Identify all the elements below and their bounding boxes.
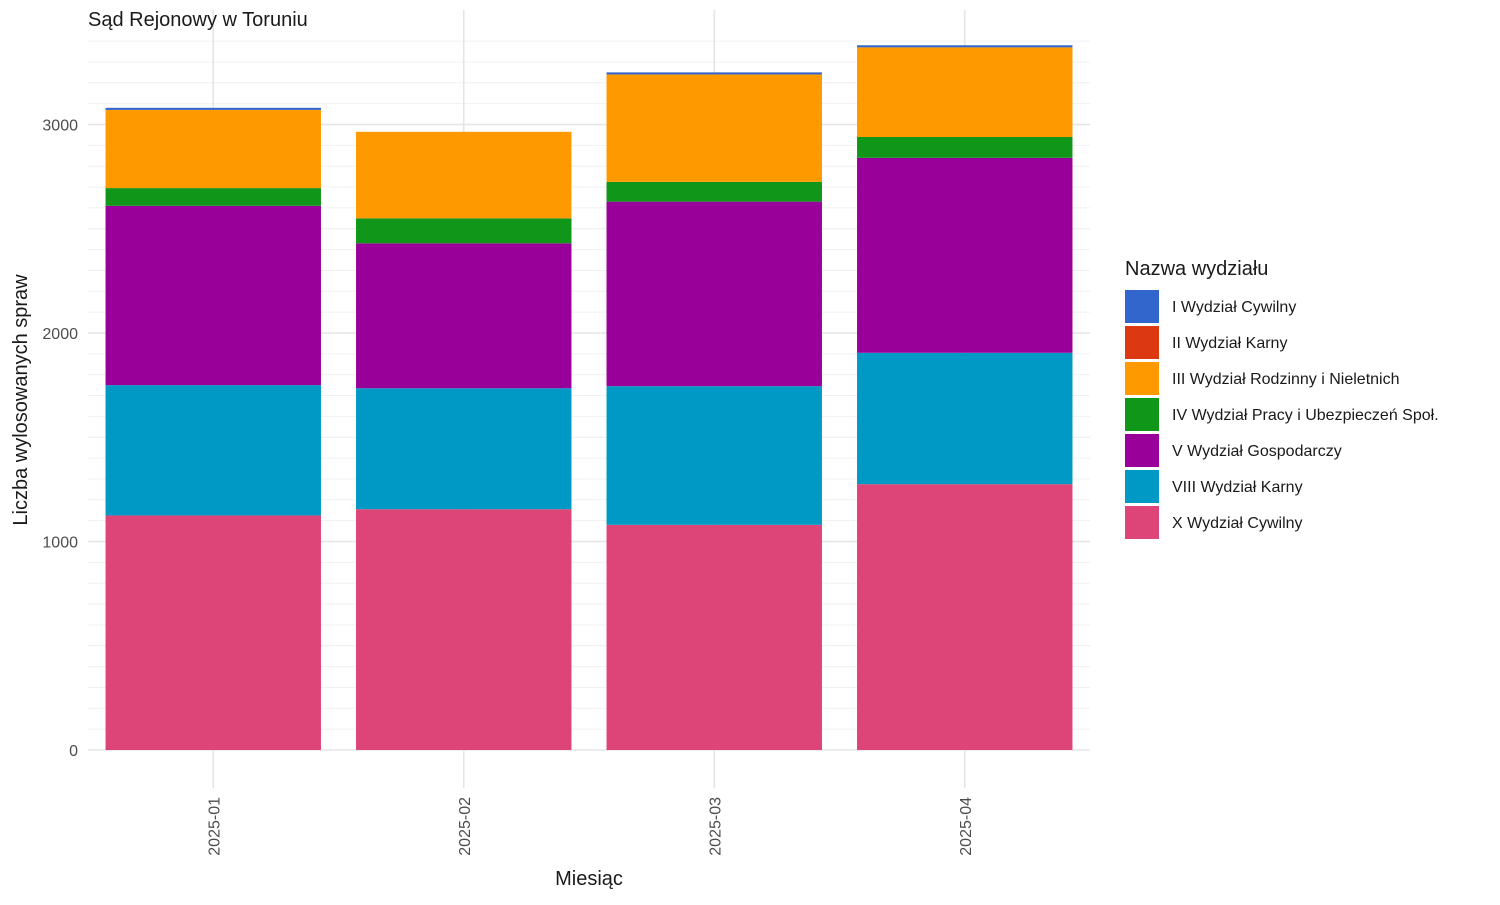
legend-swatch <box>1125 434 1159 467</box>
bars-layer <box>105 45 1073 750</box>
legend-label: V Wydział Gospodarczy <box>1172 443 1342 460</box>
legend-swatch <box>1125 290 1159 323</box>
bar-segment <box>356 388 572 510</box>
x-axis-title: Miesiąc <box>555 868 623 890</box>
legend-swatch <box>1125 470 1159 503</box>
y-tick-label: 1000 <box>42 535 78 552</box>
legend-label: III Wydział Rodzinny i Nieletnich <box>1172 371 1400 388</box>
bar-segment <box>356 131 572 219</box>
bar-segment <box>105 205 321 386</box>
bar-segment <box>857 45 1073 48</box>
legend-label: II Wydział Karny <box>1172 335 1287 352</box>
legend-label: VIII Wydział Karny <box>1172 479 1303 496</box>
legend-swatch <box>1125 506 1159 539</box>
legend-swatch <box>1125 362 1159 395</box>
bar-segment <box>105 385 321 516</box>
bar-segment <box>105 107 321 110</box>
legend-title: Nazwa wydziału <box>1125 258 1268 280</box>
bar-segment <box>857 484 1073 750</box>
legend-label: X Wydział Cywilny <box>1172 515 1303 532</box>
y-tick-label: 3000 <box>42 118 78 135</box>
bar-segment <box>356 218 572 244</box>
bar-segment <box>105 188 321 206</box>
legend-label: I Wydział Cywilny <box>1172 299 1296 316</box>
y-tick-label: 0 <box>69 743 78 760</box>
axes-layer: 0 1000 2000 3000 2025-01 2025-02 2025-03 2025-0… <box>42 118 974 856</box>
legend-swatch <box>1125 398 1159 431</box>
x-tick-label: 2025-02 <box>457 797 474 856</box>
bar-segment <box>857 157 1073 353</box>
y-axis-title: Liczba wylosowanych spraw <box>10 274 32 526</box>
bar-segment <box>105 109 321 189</box>
y-tick-label: 2000 <box>42 326 78 343</box>
bar-segment <box>857 137 1073 158</box>
x-tick-label: 2025-03 <box>707 797 724 856</box>
x-tick-label: 2025-01 <box>206 797 223 856</box>
bar-segment <box>606 386 822 525</box>
bar-segment <box>606 524 822 750</box>
bar-segment <box>606 201 822 387</box>
legend-label: IV Wydział Pracy i Ubezpieczeń Społ. <box>1172 407 1439 424</box>
bar-segment <box>606 181 822 202</box>
bar-segment <box>857 47 1073 138</box>
chart-title: Sąd Rejonowy w Toruniu <box>88 9 308 31</box>
legend-swatch <box>1125 326 1159 359</box>
bar-segment <box>356 509 572 750</box>
bar-segment <box>356 243 572 389</box>
bar-segment <box>606 74 822 182</box>
x-tick-label: 2025-04 <box>958 797 975 856</box>
legend: Nazwa wydziału I Wydział Cywilny II Wydzi… <box>1125 258 1439 539</box>
bar-segment <box>105 515 321 750</box>
bar-segment <box>606 72 822 75</box>
bar-segment <box>857 352 1073 485</box>
